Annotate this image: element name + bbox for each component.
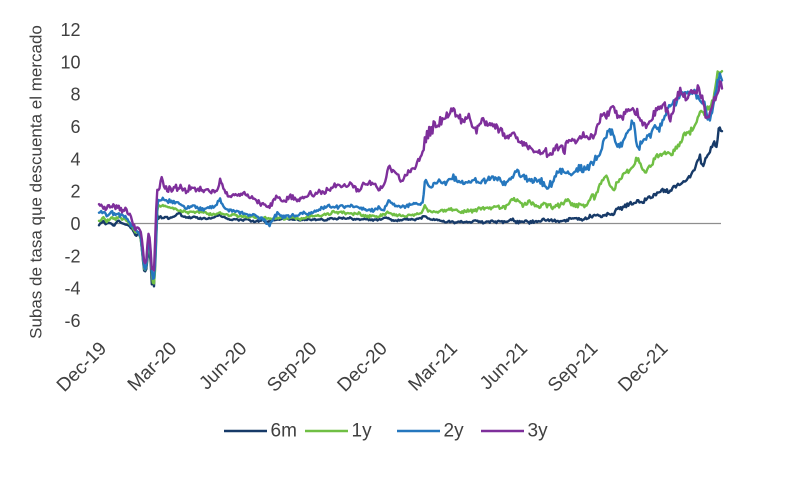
svg-text:2y: 2y [444, 421, 465, 442]
svg-text:-6: -6 [64, 311, 80, 331]
svg-text:12: 12 [60, 20, 80, 40]
svg-text:6: 6 [70, 117, 80, 137]
svg-text:0: 0 [70, 214, 80, 234]
svg-text:10: 10 [60, 52, 80, 72]
svg-text:Subas de tasa que descuenta el: Subas de tasa que descuenta el mercado [27, 25, 46, 339]
svg-text:-2: -2 [64, 246, 80, 266]
svg-text:6m: 6m [271, 421, 297, 442]
svg-text:-4: -4 [64, 279, 80, 299]
svg-text:3y: 3y [528, 421, 549, 442]
svg-text:8: 8 [70, 85, 80, 105]
svg-text:1y: 1y [352, 421, 373, 442]
svg-text:4: 4 [70, 149, 80, 169]
svg-text:2: 2 [70, 182, 80, 202]
